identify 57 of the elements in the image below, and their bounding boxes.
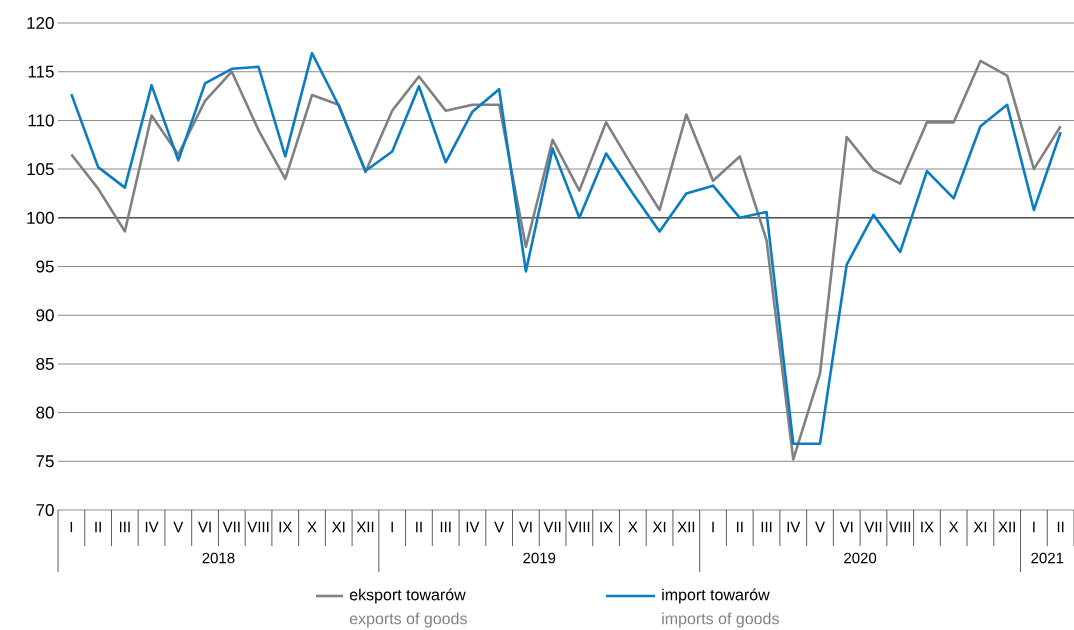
y-tick-label: 80 (36, 406, 54, 419)
x-tick-label: VII (864, 521, 882, 533)
x-tick-label: II (1057, 521, 1064, 533)
x-tick-label: XI (652, 521, 666, 533)
x-tick-label: V (815, 521, 825, 533)
x-tick-label: I (70, 521, 73, 533)
text: 2018 (202, 552, 235, 564)
x-tick-label: XII (998, 521, 1015, 533)
x-tick-label: VIII (889, 521, 911, 533)
legend-label: import towarów (662, 588, 770, 604)
x-tick-label: VII (222, 521, 240, 533)
x-tick-label: II (416, 521, 422, 533)
x-tick-label: IV (787, 521, 801, 533)
x-tick-label: VII (543, 521, 561, 533)
x-tick-label: XI (331, 521, 345, 533)
text: 2019 (523, 552, 556, 564)
x-tick-label: IV (466, 521, 480, 533)
x-tick-label: III (119, 521, 130, 533)
text: exports of goods (349, 612, 467, 628)
y-tick-label: 110 (28, 114, 54, 127)
x-tick-label: I (712, 521, 714, 533)
y-tick-label: 95 (36, 260, 54, 273)
y-tick-label: 75 (36, 455, 54, 468)
y-tick-label: 105 (27, 163, 54, 176)
x-tick-label: II (737, 521, 743, 533)
x-tick-label: XII (356, 521, 374, 533)
y-tick-label: 70 (36, 503, 54, 517)
x-tick-label: XII (677, 521, 695, 533)
x-tick-label: X (628, 521, 638, 533)
x-tick-label: XI (973, 521, 987, 533)
x-tick-label: VI (518, 521, 532, 533)
y-tick-label: 115 (28, 65, 54, 78)
x-tick-label: IX (921, 521, 934, 533)
text: imports of goods (662, 612, 779, 628)
x-tick-label: V (173, 521, 184, 533)
x-tick-label: III (761, 521, 772, 533)
x-tick-label: X (307, 521, 317, 533)
y-tick-label: 85 (36, 357, 54, 370)
x-tick-label: IV (145, 521, 159, 533)
x-tick-label: VI (198, 521, 211, 533)
x-tick-label: I (1033, 521, 1035, 533)
x-tick-label: IX (279, 521, 293, 533)
x-tick-label: VI (839, 521, 853, 533)
y-tick-label: 100 (27, 211, 54, 224)
x-tick-label: II (95, 521, 101, 533)
x-tick-label: I (391, 521, 393, 533)
x-tick-label: VIII (247, 521, 269, 533)
text: 2021 (1031, 552, 1064, 564)
x-tick-label: IX (600, 521, 613, 533)
x-tick-label: VIII (568, 521, 590, 533)
x-tick-label: V (494, 521, 505, 533)
text: 2020 (844, 552, 877, 564)
legend-label: eksport towarów (349, 588, 466, 604)
x-tick-label: X (949, 521, 959, 533)
y-tick-label: 120 (27, 16, 54, 30)
y-tick-label: 90 (36, 309, 54, 322)
x-tick-label: III (440, 521, 451, 533)
